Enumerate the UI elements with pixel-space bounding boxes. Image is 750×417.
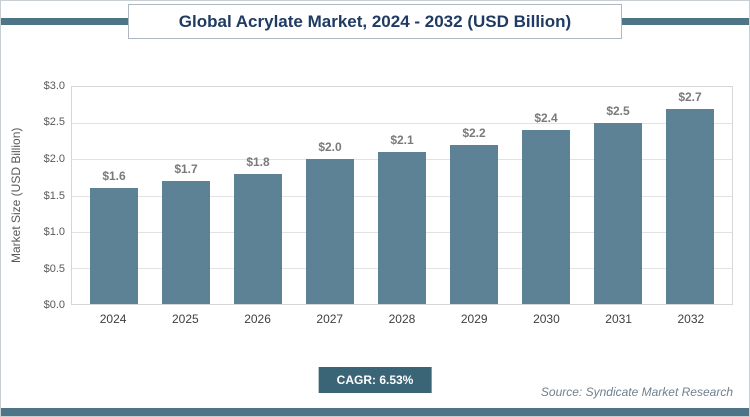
x-tick-label: 2025 [171, 312, 199, 326]
bar [594, 123, 642, 304]
y-axis-title: Market Size (USD Billion) [9, 127, 23, 264]
bar-column: $2.4 [521, 87, 571, 304]
chart-title: Global Acrylate Market, 2024 - 2032 (USD… [178, 11, 572, 31]
bar-column: $2.0 [305, 87, 355, 304]
bar [306, 159, 354, 304]
y-tick-label: $1.5 [43, 189, 65, 202]
x-tick-label: 2032 [677, 312, 705, 326]
bar-column: $2.2 [449, 87, 499, 304]
bar [378, 152, 426, 304]
bar-column: $2.7 [665, 87, 715, 304]
bar [90, 188, 138, 304]
bar [450, 144, 498, 304]
bar [234, 173, 282, 304]
bar-series: $1.6 $1.7 $1.8 $2.0 $2.1 $2.2 $2.4 $2.5 $2.7 [72, 87, 732, 304]
bar-value-label: $2.4 [534, 111, 558, 126]
x-tick-label: 2028 [388, 312, 416, 326]
bar-column: $2.5 [593, 87, 643, 304]
bar-column: $1.8 [233, 87, 283, 304]
bar-value-label: $1.6 [102, 169, 126, 184]
x-tick-label: 2024 [99, 312, 127, 326]
bar-value-label: $2.7 [678, 89, 702, 104]
bar-value-label: $1.8 [246, 154, 270, 169]
y-axis-tick-labels: $3.0 $2.5 $2.0 $1.5 $1.0 $0.5 $0.0 [23, 80, 65, 311]
bar-value-label: $2.0 [318, 140, 342, 155]
bar-column: $1.7 [161, 87, 211, 304]
y-tick-label: $0.5 [43, 262, 65, 275]
bar-value-label: $1.7 [174, 162, 198, 177]
cagr-badge: CAGR: 6.53% [318, 367, 432, 393]
x-tick-label: 2026 [244, 312, 271, 326]
y-tick-label: $2.0 [43, 152, 65, 165]
y-tick-label: $3.0 [43, 80, 65, 92]
x-tick-label: 2029 [460, 312, 488, 326]
bar [162, 181, 210, 304]
gridline [72, 123, 732, 125]
x-tick-label: 2030 [533, 312, 560, 326]
bar-column: $2.1 [377, 87, 427, 304]
x-tick-label: 2031 [605, 312, 632, 326]
plot-area: $1.6 $1.7 $1.8 $2.0 $2.1 $2.2 $2.4 $2.5 $2.7 [71, 86, 733, 305]
x-axis-tick-labels: 2024 2025 2026 2027 2028 2029 2030 2031 2032 [71, 312, 733, 326]
y-tick-label: $2.5 [43, 116, 65, 129]
source-text: Source: Syndicate Market Research [540, 385, 733, 399]
bar [522, 130, 570, 304]
bar-value-label: $2.1 [390, 133, 414, 148]
bar-value-label: $2.2 [462, 125, 486, 140]
footer-strip-decoration [1, 408, 749, 416]
cagr-label: CAGR: 6.53% [336, 373, 414, 387]
bar-column: $1.6 [89, 87, 139, 304]
x-tick-label: 2027 [316, 312, 344, 326]
chart-title-box: Global Acrylate Market, 2024 - 2032 (USD… [128, 4, 622, 39]
bar [666, 108, 714, 304]
y-tick-label: $0.0 [43, 299, 65, 311]
y-tick-label: $1.0 [43, 225, 65, 238]
bar-value-label: $2.5 [606, 104, 630, 119]
